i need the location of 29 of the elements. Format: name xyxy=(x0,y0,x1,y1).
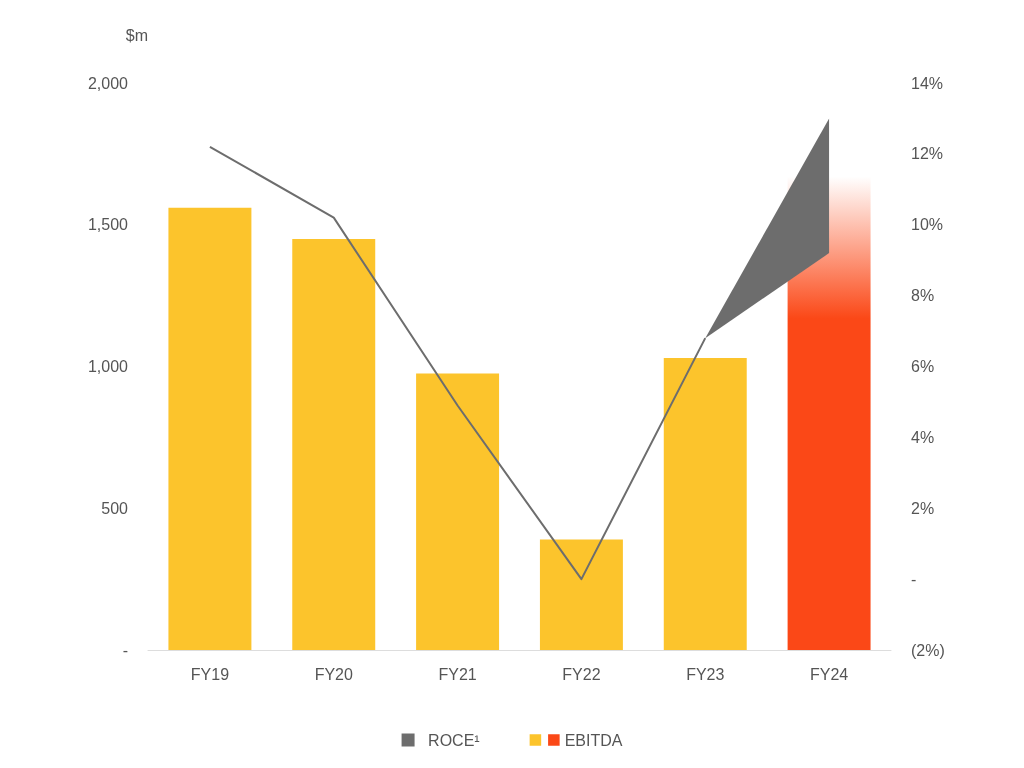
y-axis-title: $m xyxy=(125,26,148,44)
y2-tick-label: 14% xyxy=(911,74,944,92)
x-tick-label: FY19 xyxy=(190,665,230,683)
y2-tick-label: 4% xyxy=(911,428,935,446)
y2-tick-label: 12% xyxy=(911,145,944,163)
bar xyxy=(663,358,747,650)
x-tick-label: FY22 xyxy=(562,665,601,683)
line-series xyxy=(208,145,707,581)
y-tick-label: - xyxy=(122,641,128,659)
bar xyxy=(416,373,500,650)
x-tick-label: FY20 xyxy=(314,665,353,683)
bar xyxy=(292,238,376,650)
x-tick-label: FY21 xyxy=(438,665,477,683)
bar xyxy=(539,539,623,650)
y2-tick-label: 6% xyxy=(911,358,935,375)
y2-tick-label: 2% xyxy=(911,499,935,517)
x-tick-label: FY23 xyxy=(686,665,725,683)
y2-tick-label: 10% xyxy=(911,216,944,234)
y-tick-label: 2,000 xyxy=(87,74,129,92)
y-tick-label: 500 xyxy=(101,499,129,517)
legend-label: EBITDA xyxy=(564,731,623,749)
bar xyxy=(168,207,252,650)
legend-label: ROCE¹ xyxy=(428,731,480,749)
y2-tick-label: 8% xyxy=(911,287,935,305)
y2-tick-label: - xyxy=(911,570,917,588)
y-tick-label: 1,000 xyxy=(87,358,129,375)
y2-tick-label: (2%) xyxy=(911,641,945,659)
x-tick-label: FY24 xyxy=(809,665,849,683)
y-tick-label: 1,500 xyxy=(87,216,129,234)
